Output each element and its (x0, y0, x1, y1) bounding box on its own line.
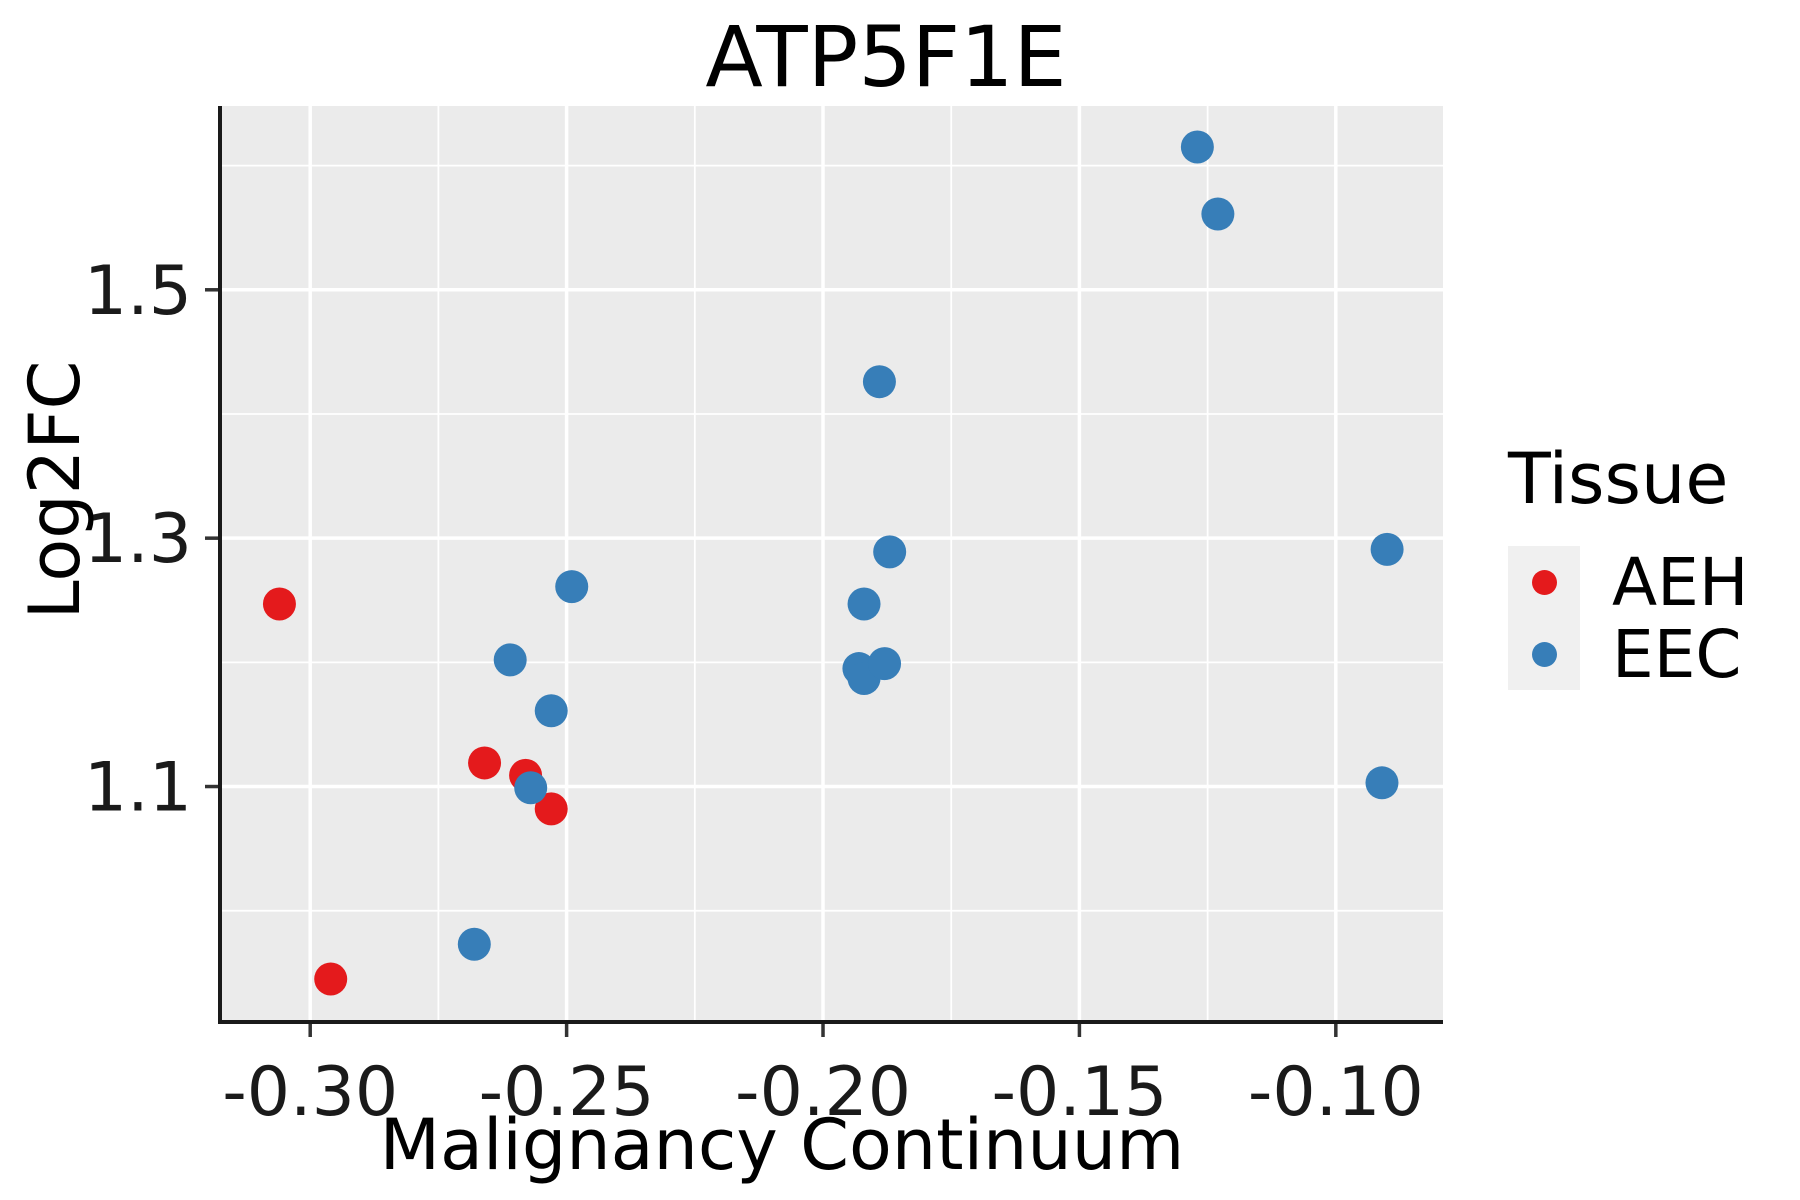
legend-item-eec: EEC (1508, 615, 1748, 693)
eec-dot-icon (1531, 641, 1557, 667)
data-point-eec (868, 647, 902, 681)
data-point-aeh (534, 792, 568, 826)
aeh-dot-icon (1531, 569, 1557, 595)
x-tick-label: -0.15 (991, 1053, 1167, 1132)
data-point-eec (457, 927, 491, 961)
data-point-eec (555, 570, 589, 604)
data-point-eec (1370, 532, 1404, 566)
plot-panel (222, 106, 1443, 1020)
data-point-eec (1201, 197, 1235, 231)
legend-key-eec (1508, 618, 1580, 690)
legend: Tissue AEH EEC (1508, 438, 1749, 693)
y-tick-label: 1.5 (84, 252, 192, 331)
data-point-eec (493, 643, 527, 677)
x-tick-label: -0.30 (222, 1053, 398, 1132)
x-tick-label: -0.25 (479, 1053, 655, 1132)
plot-title: ATP5F1E (705, 8, 1067, 106)
data-point-aeh (262, 587, 296, 621)
y-tick-label: 1.1 (84, 749, 192, 828)
legend-label-eec: EEC (1612, 615, 1742, 693)
data-point-eec (873, 535, 907, 569)
data-point-eec (1365, 766, 1399, 800)
data-point-eec (514, 771, 548, 805)
data-point-eec (534, 694, 568, 728)
x-tick-label: -0.20 (735, 1053, 911, 1132)
y-tick-label: 1.3 (84, 500, 192, 579)
legend-label-aeh: AEH (1612, 543, 1749, 621)
data-point-aeh (314, 962, 348, 996)
legend-title: Tissue (1508, 438, 1729, 520)
legend-key-aeh (1508, 546, 1580, 618)
data-point-aeh (468, 746, 502, 780)
data-point-eec (847, 587, 881, 621)
data-point-eec (862, 365, 896, 399)
y-axis-label: Log2FC (14, 360, 96, 620)
data-point-eec (1180, 130, 1214, 164)
legend-item-aeh: AEH (1508, 543, 1749, 621)
x-tick-label: -0.10 (1248, 1053, 1424, 1132)
x-axis-label: Malignancy Continuum (379, 1104, 1185, 1186)
